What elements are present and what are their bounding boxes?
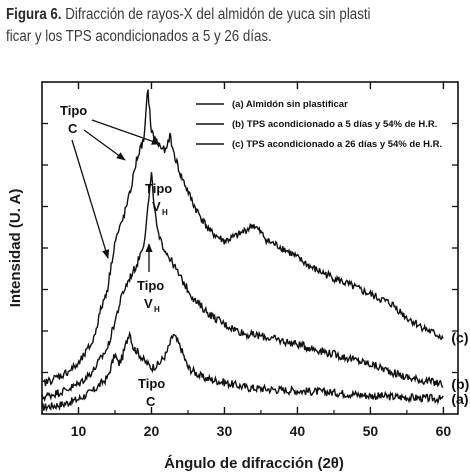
series-line-2 [41,172,444,402]
y-axis-label: Intensidad (U. A) [7,189,24,308]
x-axis-label: Ángulo de difracción (2θ) [164,455,344,472]
annotation-arrow-2 [83,129,126,161]
caption-line-1: Difracción de rayos-X del almidón de yuc… [61,6,371,23]
annotation-tipo-vh-lower-sub: H [154,305,160,314]
annotation-tipo-vh-upper-sub: H [162,208,168,217]
legend-label-a: (a) Almidón sin plastificar [232,99,348,110]
annotation-arrow-3 [91,119,161,145]
annotation-tipo-vh-upper-line1: Tipo [145,181,172,196]
x-tick-label-10: 10 [71,423,87,439]
annotation-arrow-1 [71,139,110,259]
series-line-1 [41,330,444,413]
annotation-tipo-vh-lower-line1: Tipo [137,278,164,293]
annotation-tipo-vh-upper: Tipo V H [145,181,172,217]
annotation-tipo-c-top-line1: Tipo [60,103,87,118]
annotation-tipo-c-bottom-line2: C [146,394,156,409]
annotation-tipo-c-top: Tipo C [60,103,161,259]
series-end-label-2: (b) [451,376,469,392]
series-layer: (a)(b) (c) [41,89,469,413]
axis-ticks: 10 20 30 40 50 60 [41,82,458,439]
annotation-tipo-c-bottom-line1: Tipo [138,376,165,391]
caption-label: Figura 6. [6,6,62,23]
annotation-tipo-c-top-line2: C [68,121,78,136]
series-line-3 [41,89,444,387]
legend-label-b: (b) TPS acondicionado a 5 días y 54% de … [232,119,437,130]
x-tick-label-50: 50 [363,423,379,439]
annotation-tipo-vh-upper-line2: V [152,199,161,214]
caption-line-2: ficar y los TPS acondicionados a 5 y 26 … [6,28,272,45]
series-end-label-1: (a) [451,391,468,407]
annotation-tipo-vh-lower: Tipo V H [137,243,164,314]
x-tick-label-60: 60 [436,423,452,439]
annotation-tipo-vh-lower-line2: V [144,296,153,311]
figure-caption: Figura 6. Difracción de rayos-X del almi… [6,4,403,48]
series-end-label-3: (c) [451,330,468,346]
legend-label-c: (c) TPS acondicionado a 26 días y 54% de… [232,139,442,150]
legend: (a) Almidón sin plastificar (b) TPS acon… [196,99,442,150]
x-tick-label-40: 40 [290,423,306,439]
x-tick-label-20: 20 [144,423,160,439]
x-tick-label-30: 30 [217,423,233,439]
annotation-tipo-c-bottom: Tipo C [138,376,165,409]
